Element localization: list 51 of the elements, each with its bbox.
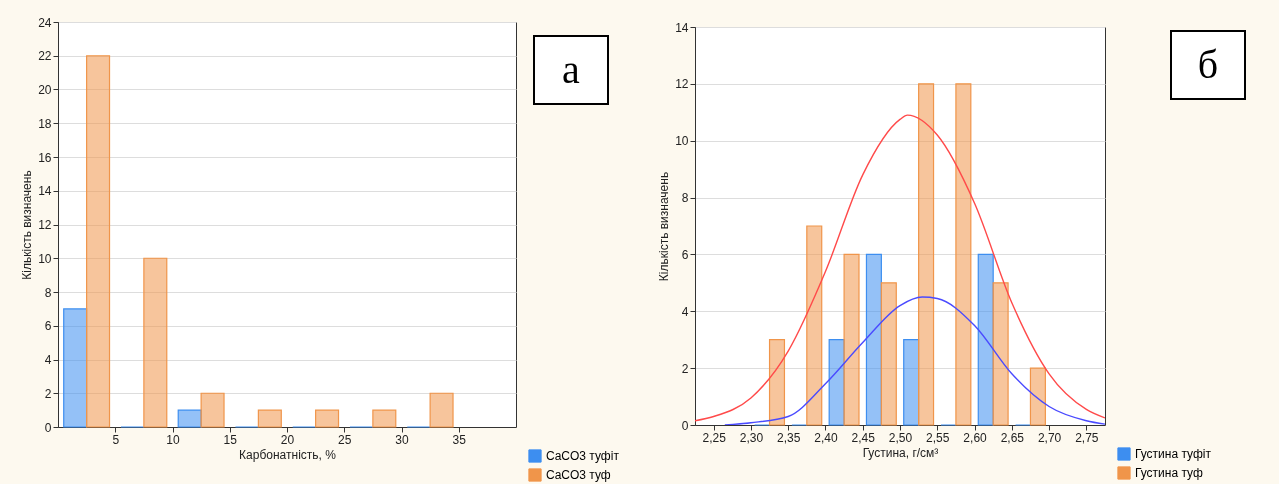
legend-label: Густина туфіт xyxy=(1135,447,1212,461)
x-tick-label: 2,65 xyxy=(1000,430,1025,445)
y-tick-label: 6 xyxy=(681,247,689,262)
y-tick-label: 22 xyxy=(38,49,52,64)
y-tick-label: 18 xyxy=(38,116,52,131)
x-axis-title: Густина, г/см³ xyxy=(862,445,939,460)
x-tick-label: 2,40 xyxy=(814,430,838,445)
x-tick-label: 5 xyxy=(112,432,120,447)
y-tick-label: 12 xyxy=(38,218,52,232)
text: а xyxy=(533,35,609,105)
y-tick-label: 0 xyxy=(681,418,689,433)
x-tick-label: 2,60 xyxy=(963,430,988,445)
y-tick-label: 12 xyxy=(675,77,689,92)
x-tick-label: 2,35 xyxy=(777,430,801,445)
y-tick-label: 10 xyxy=(38,251,52,266)
y-tick-label: 8 xyxy=(44,285,52,300)
y-axis-title: Кількість визначень xyxy=(657,171,672,282)
line-series xyxy=(724,296,1105,425)
x-axis-title: Карбонатність, % xyxy=(239,447,337,462)
x-tick-label: 2,50 xyxy=(888,430,913,445)
y-tick-label: 10 xyxy=(675,134,689,149)
legend-label: Густина туф xyxy=(1135,466,1203,480)
y-tick-label: 2 xyxy=(681,361,689,376)
y-tick-label: 0 xyxy=(44,420,52,435)
text: б xyxy=(1170,30,1246,100)
y-tick-label: 20 xyxy=(38,83,52,97)
line-series xyxy=(695,114,1105,422)
legend-label: CaCO3 туфіт xyxy=(546,449,620,463)
x-tick-label: 2,45 xyxy=(851,430,876,445)
y-tick-label: 14 xyxy=(38,184,52,199)
x-tick-label: 2,70 xyxy=(1037,430,1062,445)
y-tick-label: 8 xyxy=(681,191,689,206)
x-tick-label: 2,30 xyxy=(739,430,764,445)
x-tick-label: 15 xyxy=(223,432,238,447)
x-tick-label: 2,25 xyxy=(702,430,727,445)
y-axis-title: Кількість визначень xyxy=(20,170,35,280)
x-tick-label: 35 xyxy=(452,432,467,447)
y-tick-label: 6 xyxy=(44,319,52,334)
x-tick-label: 10 xyxy=(166,432,180,447)
y-tick-label: 4 xyxy=(44,353,52,367)
y-tick-label: 16 xyxy=(38,150,52,165)
x-tick-label: 30 xyxy=(395,432,409,447)
legend-label: CaCO3 туф xyxy=(546,468,611,482)
x-tick-label: 20 xyxy=(280,432,295,447)
y-tick-label: 14 xyxy=(675,20,689,35)
y-tick-label: 4 xyxy=(681,304,689,319)
y-tick-label: 24 xyxy=(38,15,52,30)
x-tick-label: 25 xyxy=(338,432,352,447)
x-tick-label: 2,55 xyxy=(926,430,950,445)
x-tick-label: 2,75 xyxy=(1075,430,1099,445)
y-tick-label: 2 xyxy=(44,386,52,401)
